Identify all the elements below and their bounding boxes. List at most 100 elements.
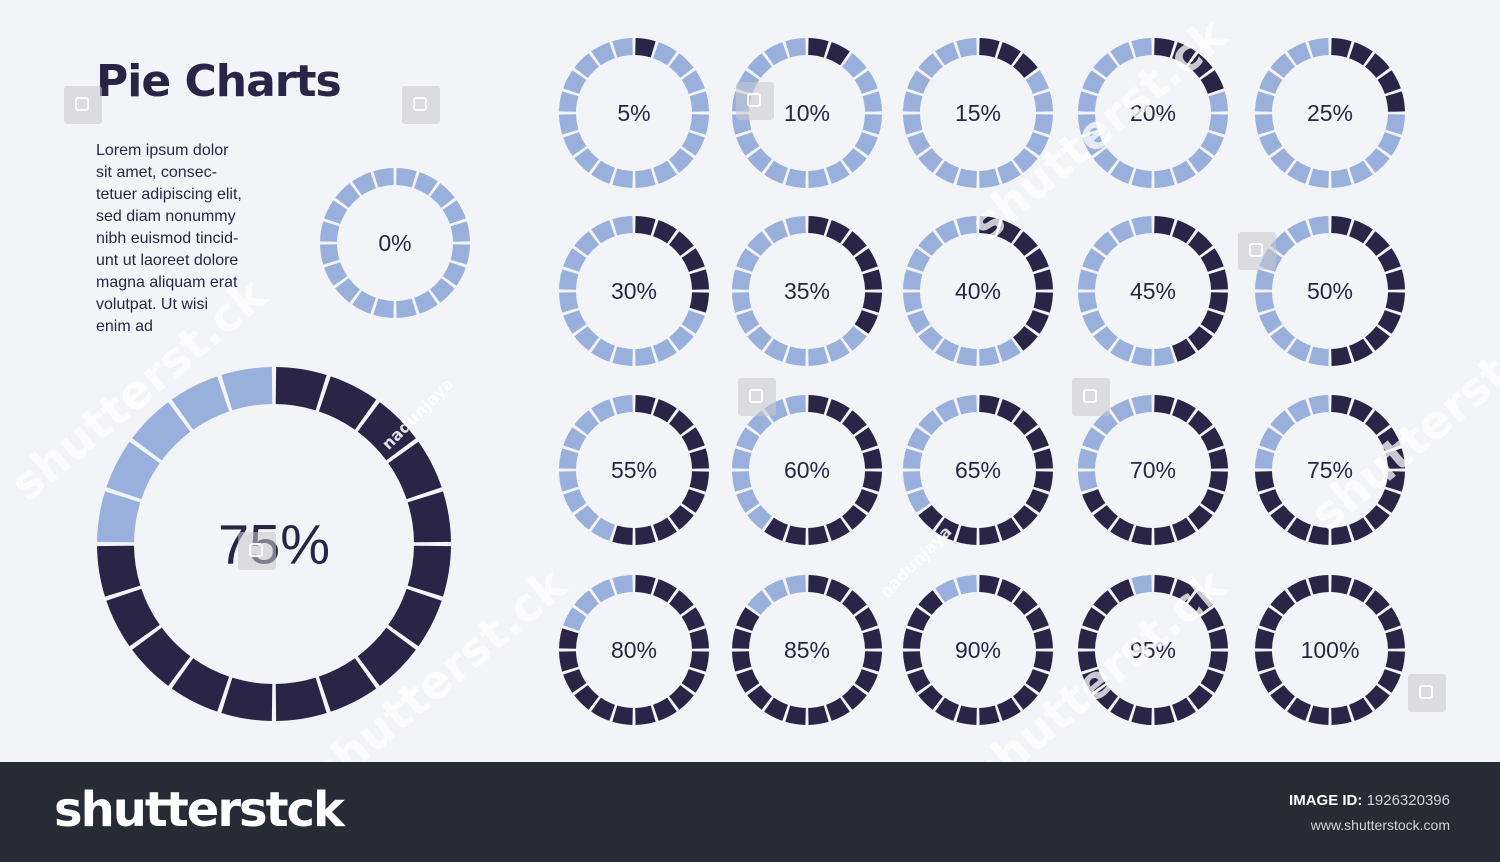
featured-ring-chart: 75% (97, 367, 451, 721)
ring-segment-empty (653, 338, 677, 362)
footer-url: www.shutterstock.com (1310, 817, 1450, 833)
ring-segment-filled (669, 231, 694, 256)
ring-segment-filled (1208, 628, 1228, 649)
ring-segment-empty (442, 200, 466, 224)
ring-percent-label: 25% (1307, 100, 1353, 126)
ring-segment-empty (574, 505, 599, 530)
ring-segment-empty (907, 70, 931, 94)
ring-percent-label: 40% (955, 278, 1001, 304)
image-id-value: 1926320396 (1366, 792, 1450, 809)
ring-segment-filled (808, 705, 829, 725)
ring-chart-50: 50% (1255, 216, 1405, 366)
ring-segment-filled (903, 628, 923, 649)
ring-segment-empty (1270, 231, 1295, 256)
ring-segment-empty (1385, 114, 1405, 135)
ring-segment-filled (862, 628, 882, 649)
ring-segment-empty (1287, 220, 1311, 244)
ring-chart-55: 55% (559, 395, 709, 545)
ring-segment-filled (681, 669, 705, 693)
ring-segment-empty (842, 53, 867, 78)
ring-segment-empty (907, 427, 931, 451)
ring-segment-filled (689, 628, 709, 649)
ring-segment-filled (171, 658, 230, 712)
ring-segment-filled (1200, 427, 1224, 451)
ring-segment-empty (862, 91, 882, 112)
ring-segment-filled (826, 697, 850, 721)
ring-segment-filled (1270, 590, 1295, 615)
image-id: IMAGE ID: 1926320396 (1289, 792, 1450, 809)
ring-segment-empty (1270, 148, 1295, 173)
ring-segment-filled (1154, 38, 1175, 58)
ring-segment-filled (764, 697, 788, 721)
ring-segment-empty (736, 310, 760, 334)
ring-segment-filled (132, 627, 191, 686)
ring-segment-filled (1385, 651, 1405, 672)
ring-segment-filled (388, 441, 442, 500)
ring-segment-filled (653, 399, 677, 423)
ring-segment-empty (1110, 399, 1134, 423)
ring-segment-filled (918, 685, 943, 710)
ring-percent-label: 20% (1130, 100, 1176, 126)
ring-segment-filled (842, 505, 867, 530)
ring-segment-filled (635, 395, 656, 415)
ring-segment-empty (1078, 292, 1098, 313)
ring-segment-filled (903, 651, 923, 672)
ring-segment-filled (669, 410, 694, 435)
ring-segment-filled (1208, 448, 1228, 469)
ring-segment-empty (653, 160, 677, 184)
ring-segment-filled (1154, 395, 1175, 415)
ring-segment-filled (862, 471, 882, 492)
ring-segment-empty (1082, 310, 1106, 334)
ring-segment-empty (747, 231, 772, 256)
ring-segment-filled (935, 517, 959, 541)
ring-segment-filled (1082, 669, 1106, 693)
ring-segment-filled (1033, 471, 1053, 492)
ring-segment-empty (1308, 168, 1329, 188)
ring-segment-filled (854, 248, 878, 272)
ring-segment-empty (1078, 91, 1098, 112)
ring-chart-65: 65% (903, 395, 1053, 545)
ring-segment-empty (591, 42, 615, 66)
ring-segment-empty (450, 221, 470, 242)
ring-chart-0: 0% (320, 168, 470, 318)
ring-segment-filled (1365, 685, 1390, 710)
ring-segment-filled (574, 685, 599, 710)
ring-segment-filled (1385, 448, 1405, 469)
ring-segment-filled (1172, 220, 1196, 244)
ring-segment-empty (1349, 160, 1373, 184)
ring-segment-empty (574, 53, 599, 78)
ring-segment-empty (559, 91, 579, 112)
ring-segment-empty (1131, 168, 1152, 188)
ring-segment-empty (935, 160, 959, 184)
ring-segment-empty (903, 448, 923, 469)
ring-percent-label: 15% (955, 100, 1001, 126)
ring-segment-filled (1349, 220, 1373, 244)
ring-segment-empty (1131, 575, 1152, 595)
ring-segment-filled (275, 677, 327, 721)
ring-segment-filled (1308, 575, 1329, 595)
ring-chart-35: 35% (732, 216, 882, 366)
ring-segment-empty (612, 168, 633, 188)
ring-segment-filled (808, 525, 829, 545)
ring-segment-filled (1013, 505, 1038, 530)
ring-segment-empty (669, 148, 694, 173)
ring-segment-filled (1172, 579, 1196, 603)
ring-segment-empty (1255, 448, 1275, 469)
ring-segment-empty (918, 148, 943, 173)
ring-segment-empty (785, 395, 806, 415)
ring-segment-filled (1013, 53, 1038, 78)
ring-segment-filled (635, 575, 656, 595)
ring-segment-empty (559, 292, 579, 313)
ring-segment-filled (854, 669, 878, 693)
ring-segment-empty (1255, 269, 1275, 290)
ring-segment-filled (275, 367, 327, 411)
ring-segment-filled (1349, 42, 1373, 66)
ring-segment-filled (1331, 395, 1352, 415)
ring-segment-empty (956, 216, 977, 236)
ring-segment-filled (97, 545, 141, 597)
ring-segment-filled (1093, 685, 1118, 710)
ring-segment-filled (681, 489, 705, 513)
ring-segment-filled (689, 269, 709, 290)
ring-segment-filled (681, 427, 705, 451)
ring-segment-filled (1188, 53, 1213, 78)
